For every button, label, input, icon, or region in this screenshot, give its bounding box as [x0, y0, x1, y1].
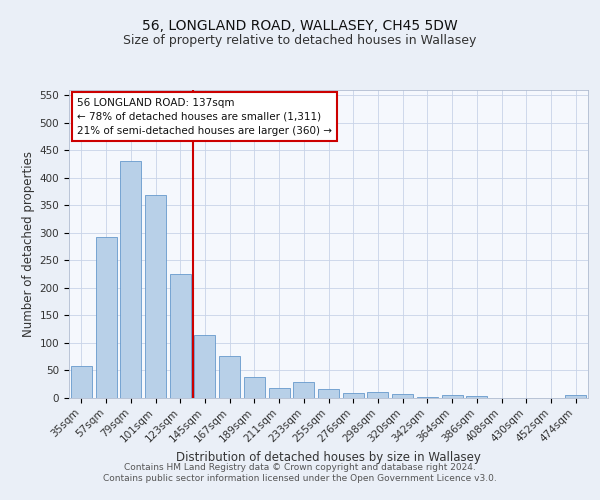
Bar — [194, 336, 215, 398]
Text: Contains HM Land Registry data © Crown copyright and database right 2024.: Contains HM Land Registry data © Crown c… — [124, 462, 476, 471]
Bar — [417, 397, 438, 398]
Bar — [565, 396, 586, 398]
X-axis label: Distribution of detached houses by size in Wallasey: Distribution of detached houses by size … — [176, 451, 481, 464]
Text: 56, LONGLAND ROAD, WALLASEY, CH45 5DW: 56, LONGLAND ROAD, WALLASEY, CH45 5DW — [142, 19, 458, 33]
Bar — [120, 162, 141, 398]
Bar — [367, 392, 388, 398]
Bar — [71, 366, 92, 398]
Text: Size of property relative to detached houses in Wallasey: Size of property relative to detached ho… — [124, 34, 476, 47]
Bar — [318, 388, 339, 398]
Bar — [466, 396, 487, 398]
Text: Contains public sector information licensed under the Open Government Licence v3: Contains public sector information licen… — [103, 474, 497, 483]
Bar — [95, 237, 116, 398]
Bar — [219, 356, 240, 398]
Bar — [244, 376, 265, 398]
Y-axis label: Number of detached properties: Number of detached properties — [22, 151, 35, 337]
Bar — [442, 395, 463, 398]
Bar — [269, 388, 290, 398]
Bar — [343, 392, 364, 398]
Bar — [392, 394, 413, 398]
Bar — [170, 274, 191, 398]
Bar — [145, 196, 166, 398]
Text: 56 LONGLAND ROAD: 137sqm
← 78% of detached houses are smaller (1,311)
21% of sem: 56 LONGLAND ROAD: 137sqm ← 78% of detach… — [77, 98, 332, 136]
Bar — [293, 382, 314, 398]
